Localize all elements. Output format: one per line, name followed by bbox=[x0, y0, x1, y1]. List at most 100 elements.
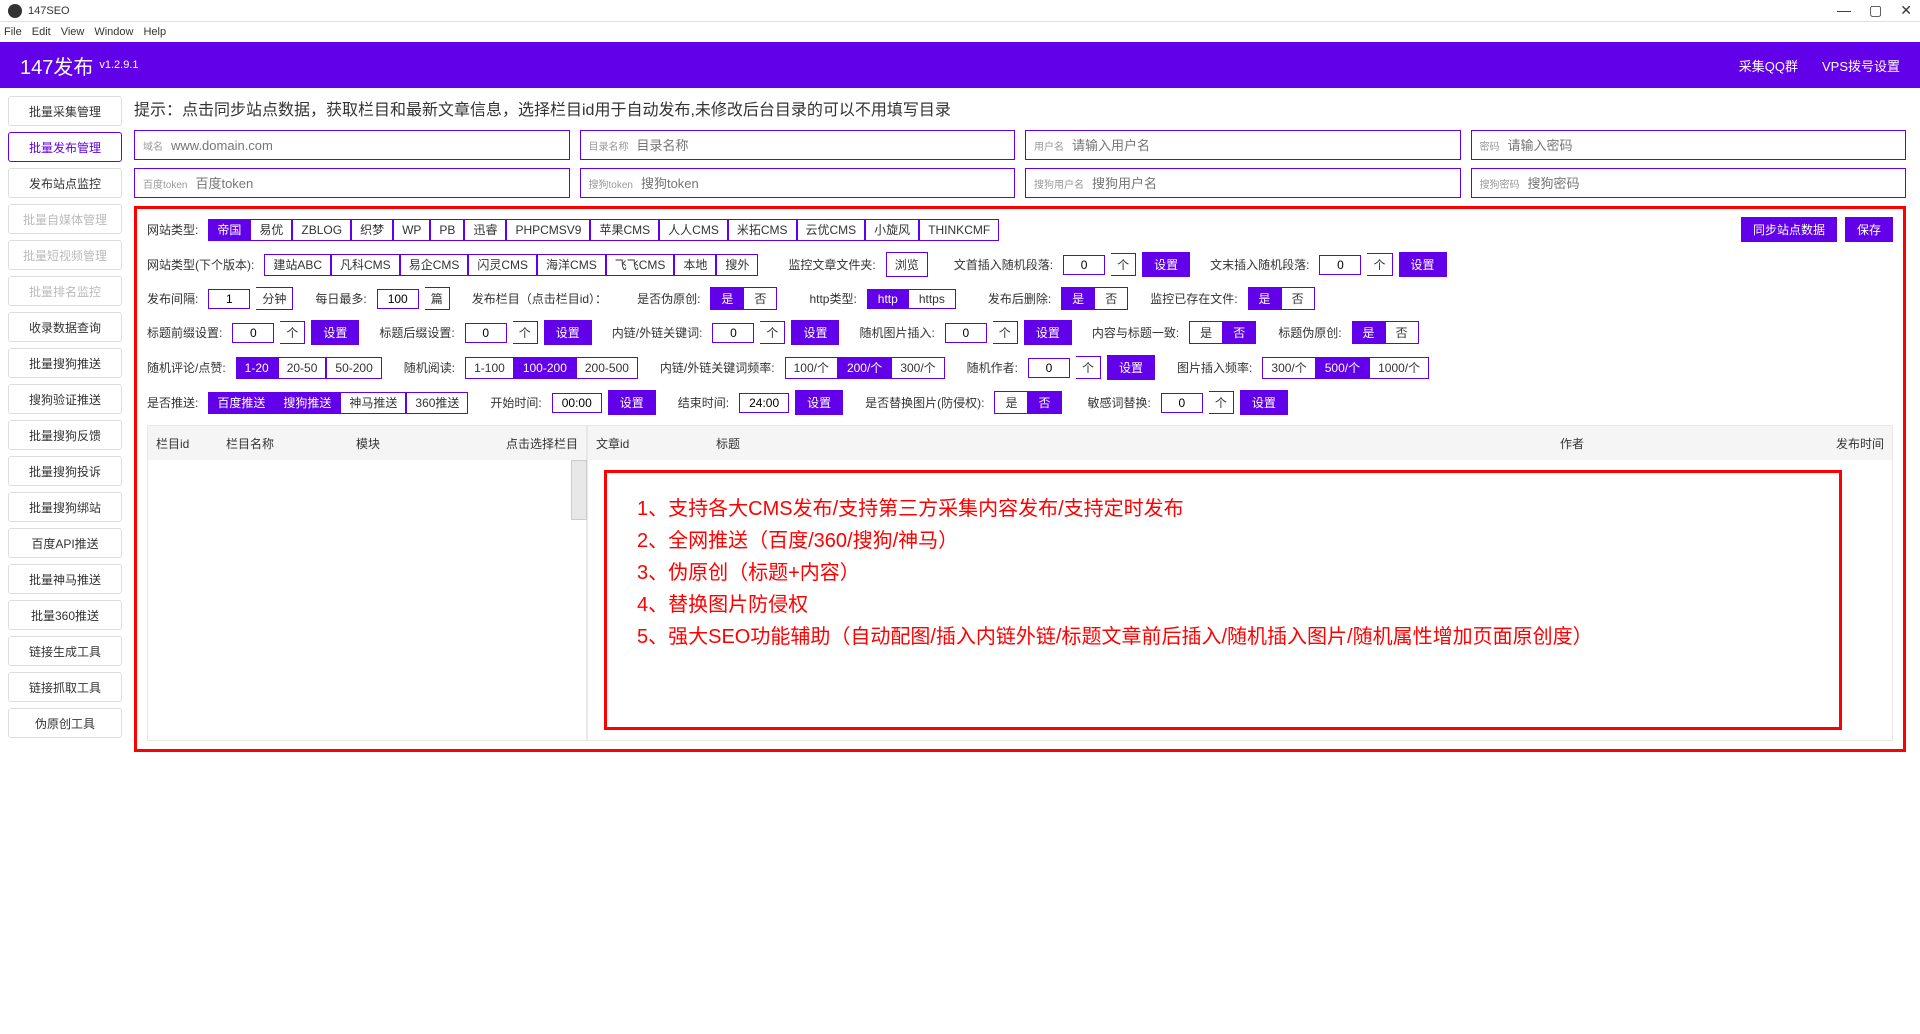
text-input[interactable] bbox=[1092, 176, 1452, 191]
pseudo-toggle[interactable]: 是否 bbox=[710, 287, 777, 310]
chip-option[interactable]: 神马推送 bbox=[340, 392, 406, 414]
save-button[interactable]: 保存 bbox=[1845, 217, 1893, 242]
title-suf-input[interactable] bbox=[465, 323, 507, 343]
sidebar-item[interactable]: 批量神马推送 bbox=[8, 564, 122, 594]
sidebar-item[interactable]: 批量搜狗推送 bbox=[8, 348, 122, 378]
toggle-option[interactable]: 否 bbox=[744, 287, 777, 310]
link-kw-set[interactable]: 设置 bbox=[791, 320, 839, 345]
scrollbar[interactable] bbox=[571, 460, 587, 520]
toggle-option[interactable]: 否 bbox=[1386, 321, 1419, 344]
replace-img-toggle[interactable]: 是否 bbox=[994, 391, 1061, 414]
sidebar-item[interactable]: 批量360推送 bbox=[8, 600, 122, 630]
maximize-icon[interactable]: ▢ bbox=[1869, 2, 1882, 19]
chip-option[interactable]: 苹果CMS bbox=[590, 219, 659, 241]
end-time-input[interactable] bbox=[739, 393, 789, 413]
chip-option[interactable]: 闪灵CMS bbox=[468, 254, 537, 276]
chip-option[interactable]: 360推送 bbox=[406, 392, 468, 414]
link-kw-input[interactable] bbox=[712, 323, 754, 343]
rand-author-input[interactable] bbox=[1028, 358, 1070, 378]
chip-option[interactable]: 300/个 bbox=[1262, 357, 1315, 379]
chip-option[interactable]: 百度推送 bbox=[208, 392, 274, 414]
toggle-option[interactable]: 否 bbox=[1095, 287, 1128, 310]
rand-author-set[interactable]: 设置 bbox=[1107, 355, 1155, 380]
sidebar-item[interactable]: 批量搜狗投诉 bbox=[8, 456, 122, 486]
sidebar-item[interactable]: 伪原创工具 bbox=[8, 708, 122, 738]
chip-option[interactable]: WP bbox=[393, 219, 430, 241]
chip-option[interactable]: PB bbox=[430, 219, 464, 241]
chip-option[interactable]: 1-20 bbox=[236, 357, 278, 379]
chip-option[interactable]: 飞飞CMS bbox=[606, 254, 675, 276]
content-title-toggle[interactable]: 是否 bbox=[1189, 321, 1256, 344]
chip-option[interactable]: 易优 bbox=[250, 219, 292, 241]
menu-view[interactable]: View bbox=[61, 26, 85, 38]
chip-option[interactable]: 海洋CMS bbox=[537, 254, 606, 276]
chip-option[interactable]: 建站ABC bbox=[264, 254, 331, 276]
chip-option[interactable]: 搜狗推送 bbox=[274, 392, 340, 414]
chip-option[interactable]: 人人CMS bbox=[659, 219, 728, 241]
sidebar-item[interactable]: 链接生成工具 bbox=[8, 636, 122, 666]
toggle-option[interactable]: http bbox=[867, 289, 909, 309]
text-input[interactable] bbox=[637, 138, 1007, 153]
sensitive-set[interactable]: 设置 bbox=[1240, 390, 1288, 415]
sensitive-input[interactable] bbox=[1161, 393, 1203, 413]
text-input[interactable] bbox=[641, 176, 1006, 191]
menu-file[interactable]: File bbox=[4, 26, 22, 38]
chip-option[interactable]: 迅睿 bbox=[464, 219, 506, 241]
chip-option[interactable]: 50-200 bbox=[326, 357, 381, 379]
chip-option[interactable]: 小旋风 bbox=[865, 219, 919, 241]
chip-option[interactable]: 200-500 bbox=[576, 357, 638, 379]
insert-end-set[interactable]: 设置 bbox=[1399, 252, 1447, 277]
chip-option[interactable]: 云优CMS bbox=[797, 219, 866, 241]
chip-option[interactable]: 200/个 bbox=[838, 357, 891, 379]
title-suf-set[interactable]: 设置 bbox=[544, 320, 592, 345]
chip-option[interactable]: 易企CMS bbox=[400, 254, 469, 276]
text-input[interactable] bbox=[1508, 138, 1898, 153]
rand-img-set[interactable]: 设置 bbox=[1024, 320, 1072, 345]
toggle-option[interactable]: 是 bbox=[1189, 321, 1223, 344]
text-input[interactable] bbox=[195, 176, 560, 191]
menu-help[interactable]: Help bbox=[143, 26, 166, 38]
chip-option[interactable]: 1-100 bbox=[465, 357, 514, 379]
chip-option[interactable]: 300/个 bbox=[891, 357, 944, 379]
http-toggle[interactable]: httphttps bbox=[867, 289, 956, 309]
sidebar-item[interactable]: 批量排名监控 bbox=[8, 276, 122, 306]
sidebar-item[interactable]: 批量搜狗绑站 bbox=[8, 492, 122, 522]
sidebar-item[interactable]: 批量采集管理 bbox=[8, 96, 122, 126]
toggle-option[interactable]: 是 bbox=[994, 391, 1028, 414]
sync-button[interactable]: 同步站点数据 bbox=[1741, 217, 1837, 242]
header-link-qq[interactable]: 采集QQ群 bbox=[1739, 56, 1798, 75]
sidebar-item[interactable]: 批量发布管理 bbox=[8, 132, 122, 162]
insert-front-input[interactable] bbox=[1063, 255, 1105, 275]
interval-input[interactable] bbox=[208, 289, 250, 309]
text-input[interactable] bbox=[1528, 176, 1898, 191]
insert-front-set[interactable]: 设置 bbox=[1142, 252, 1190, 277]
chip-option[interactable]: 帝国 bbox=[208, 219, 250, 241]
sidebar-item[interactable]: 发布站点监控 bbox=[8, 168, 122, 198]
chip-option[interactable]: 本地 bbox=[674, 254, 716, 276]
toggle-option[interactable]: 是 bbox=[1352, 321, 1386, 344]
toggle-option[interactable]: 是 bbox=[710, 287, 744, 310]
start-time-input[interactable] bbox=[552, 393, 602, 413]
sidebar-item[interactable]: 收录数据查询 bbox=[8, 312, 122, 342]
daily-input[interactable] bbox=[377, 289, 419, 309]
text-input[interactable] bbox=[171, 138, 561, 153]
start-time-set[interactable]: 设置 bbox=[608, 390, 656, 415]
mon-exist-toggle[interactable]: 是否 bbox=[1248, 287, 1315, 310]
toggle-option[interactable]: 否 bbox=[1282, 287, 1315, 310]
chip-option[interactable]: 凡科CMS bbox=[331, 254, 400, 276]
del-after-toggle[interactable]: 是否 bbox=[1061, 287, 1128, 310]
menu-window[interactable]: Window bbox=[94, 26, 133, 38]
chip-option[interactable]: 20-50 bbox=[278, 357, 327, 379]
title-pseudo-toggle[interactable]: 是否 bbox=[1352, 321, 1419, 344]
insert-end-input[interactable] bbox=[1319, 255, 1361, 275]
toggle-option[interactable]: 是 bbox=[1248, 287, 1282, 310]
sidebar-item[interactable]: 链接抓取工具 bbox=[8, 672, 122, 702]
chip-option[interactable]: 织梦 bbox=[351, 219, 393, 241]
chip-option[interactable]: 1000/个 bbox=[1369, 357, 1429, 379]
title-pre-input[interactable] bbox=[232, 323, 274, 343]
sidebar-item[interactable]: 批量自媒体管理 bbox=[8, 204, 122, 234]
chip-option[interactable]: PHPCMSV9 bbox=[506, 219, 590, 241]
toggle-option[interactable]: 否 bbox=[1028, 391, 1061, 414]
menu-edit[interactable]: Edit bbox=[32, 26, 51, 38]
text-input[interactable] bbox=[1072, 138, 1452, 153]
